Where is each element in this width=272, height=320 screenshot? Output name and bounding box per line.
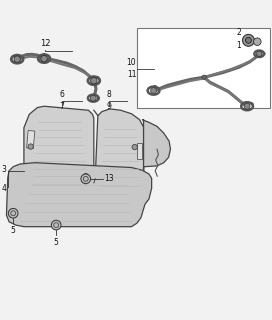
Polygon shape bbox=[24, 106, 94, 191]
Circle shape bbox=[83, 173, 88, 179]
Bar bbox=[137, 28, 270, 108]
Circle shape bbox=[28, 144, 33, 149]
Circle shape bbox=[51, 220, 61, 230]
Text: 12: 12 bbox=[40, 39, 51, 48]
Circle shape bbox=[90, 95, 96, 101]
Circle shape bbox=[246, 37, 251, 43]
Text: 2: 2 bbox=[236, 28, 241, 37]
Text: 9: 9 bbox=[106, 102, 111, 111]
Circle shape bbox=[151, 88, 156, 93]
Circle shape bbox=[254, 38, 261, 45]
Circle shape bbox=[41, 55, 47, 62]
Text: 1: 1 bbox=[236, 41, 241, 50]
Text: 11: 11 bbox=[127, 70, 136, 79]
Text: 10: 10 bbox=[127, 59, 136, 68]
Text: 5: 5 bbox=[54, 238, 59, 247]
Bar bbox=[27, 131, 35, 148]
Circle shape bbox=[91, 77, 97, 84]
Polygon shape bbox=[142, 120, 171, 184]
Circle shape bbox=[8, 208, 18, 218]
Circle shape bbox=[202, 75, 206, 79]
Text: 13: 13 bbox=[105, 174, 114, 183]
Text: 8: 8 bbox=[106, 90, 111, 99]
Text: 4: 4 bbox=[2, 184, 7, 193]
Circle shape bbox=[256, 51, 262, 56]
Text: 7: 7 bbox=[59, 102, 64, 111]
Circle shape bbox=[132, 144, 137, 150]
Circle shape bbox=[14, 56, 20, 62]
Text: 6: 6 bbox=[59, 90, 64, 99]
Bar bbox=[137, 142, 142, 159]
Circle shape bbox=[243, 35, 254, 46]
Circle shape bbox=[81, 174, 91, 184]
Polygon shape bbox=[7, 163, 152, 227]
Text: 3: 3 bbox=[2, 165, 7, 174]
Text: 5: 5 bbox=[11, 226, 16, 235]
Circle shape bbox=[244, 103, 250, 109]
Polygon shape bbox=[95, 109, 144, 194]
